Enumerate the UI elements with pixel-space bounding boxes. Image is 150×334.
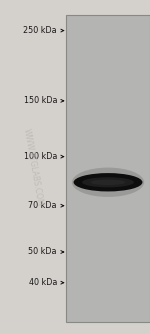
Ellipse shape [74, 173, 142, 191]
Text: 50 kDa: 50 kDa [28, 247, 57, 257]
Ellipse shape [82, 177, 134, 187]
Text: 150 kDa: 150 kDa [24, 96, 57, 105]
Text: WWW.PTGLABS.COM: WWW.PTGLABS.COM [22, 128, 44, 206]
Ellipse shape [91, 179, 125, 185]
Text: 100 kDa: 100 kDa [24, 152, 57, 161]
Ellipse shape [72, 168, 144, 197]
Text: 40 kDa: 40 kDa [29, 278, 57, 287]
Text: 250 kDa: 250 kDa [23, 26, 57, 35]
Bar [66, 15, 150, 322]
Text: 70 kDa: 70 kDa [28, 201, 57, 210]
